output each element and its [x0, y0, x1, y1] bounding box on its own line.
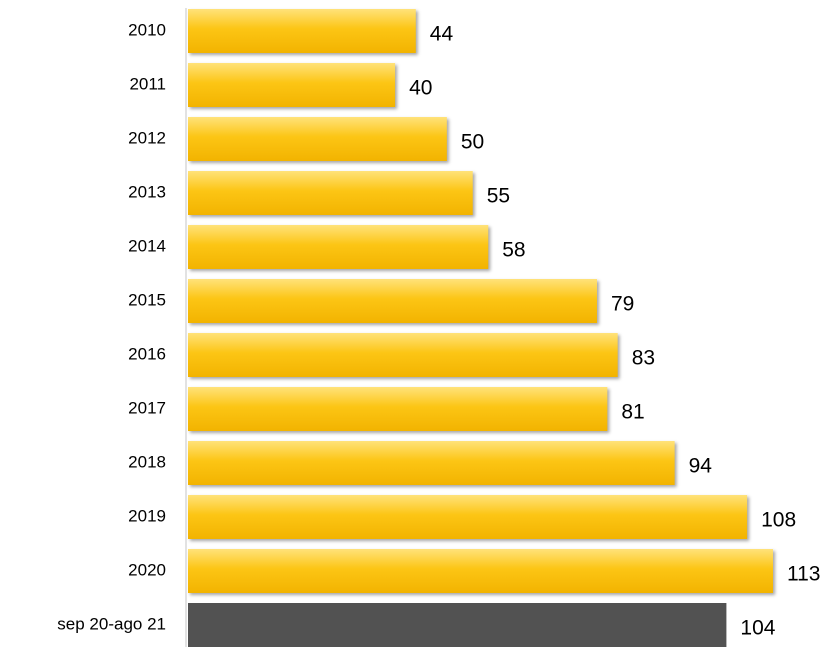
- bar-2010: [188, 9, 416, 53]
- category-label: 2016: [128, 344, 166, 363]
- data-label: 108: [761, 509, 796, 532]
- data-label: 44: [430, 23, 454, 46]
- bar-sep-20-ago-21: [188, 603, 727, 647]
- data-label: 50: [461, 131, 484, 154]
- data-label: 55: [487, 185, 510, 208]
- category-label: 2018: [128, 452, 166, 471]
- bar-2020: [188, 549, 773, 593]
- category-label: 2012: [128, 128, 166, 147]
- data-label: 113: [787, 563, 820, 586]
- bar-2018: [188, 441, 675, 485]
- bar-2012: [188, 117, 447, 161]
- bar-2013: [188, 171, 473, 215]
- category-label: 2013: [128, 182, 166, 201]
- data-label: 94: [689, 455, 713, 478]
- category-label: 2010: [128, 20, 166, 39]
- data-label: 79: [611, 293, 634, 316]
- category-label: 2020: [128, 560, 166, 579]
- bar-2011: [188, 63, 396, 107]
- category-label: 2019: [128, 506, 166, 525]
- bar-2015: [188, 279, 597, 323]
- data-label: 40: [409, 77, 432, 100]
- bar-2019: [188, 495, 748, 539]
- data-label: 81: [621, 401, 644, 424]
- data-label: 83: [632, 347, 655, 370]
- bar-2014: [188, 225, 489, 269]
- category-label: sep 20-ago 21: [57, 614, 166, 633]
- category-label: 2017: [128, 398, 166, 417]
- bar-2016: [188, 333, 618, 377]
- data-label: 58: [502, 239, 525, 262]
- bar-2017: [188, 387, 608, 431]
- category-label: 2015: [128, 290, 166, 309]
- category-label: 2011: [129, 74, 166, 93]
- data-label: 104: [740, 617, 775, 640]
- category-label: 2014: [128, 236, 166, 255]
